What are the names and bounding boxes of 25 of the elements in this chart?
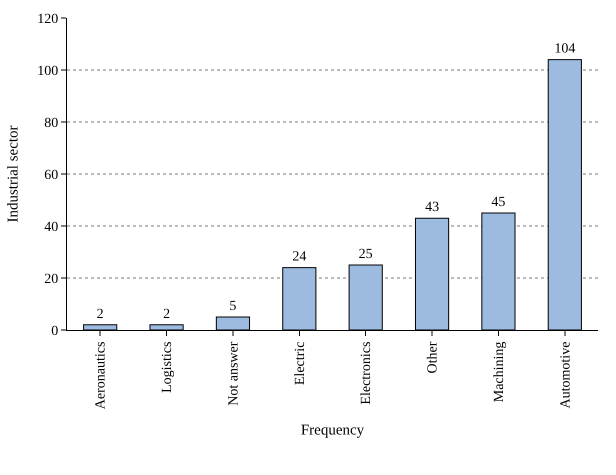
data-label: 2 (163, 306, 170, 322)
x-tick-label: Automotive (558, 342, 574, 408)
data-label: 104 (554, 42, 576, 57)
x-tick-label: Not answer (226, 341, 242, 406)
x-tick-label: Logistics (160, 342, 176, 393)
x-tick-label: Other (426, 341, 441, 374)
x-tick-label: Aeronautics (94, 342, 109, 410)
data-label: 45 (491, 195, 506, 210)
x-tick-label: Machining (492, 342, 507, 402)
data-label: 24 (292, 250, 306, 265)
data-label: 2 (96, 306, 104, 322)
y-tick-label: 60 (44, 168, 58, 183)
y-tick-label: 20 (44, 272, 58, 287)
y-axis-title: Industrial sector (5, 125, 22, 223)
x-tick-label: Electric (292, 342, 308, 386)
x-axis-title: Frequency (300, 422, 365, 438)
y-tick-label: 0 (51, 324, 58, 339)
data-label: 43 (425, 200, 440, 216)
y-tick-label: 120 (37, 12, 58, 27)
x-tick-label: Electronics (359, 342, 374, 405)
y-tick-label: 100 (37, 64, 58, 79)
data-label: 25 (358, 247, 373, 262)
y-tick-label: 40 (44, 220, 58, 235)
y-tick-label: 80 (44, 116, 58, 131)
data-label: 5 (229, 299, 236, 314)
